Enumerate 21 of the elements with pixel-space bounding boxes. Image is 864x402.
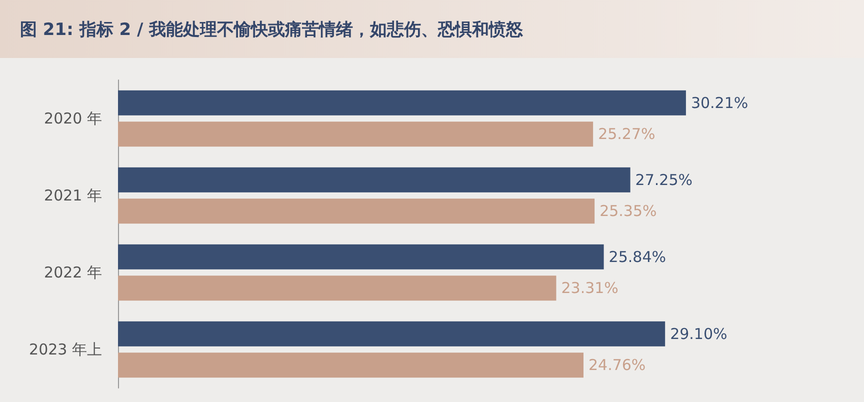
bar	[118, 167, 630, 192]
bar	[118, 276, 556, 301]
y-tick-label: 2020 年	[44, 110, 102, 128]
chart-title: 图 21: 指标 2 / 我能处理不愉快或痛苦情绪，如悲伤、恐惧和愤怒	[0, 0, 864, 58]
y-tick-label: 2023 年上	[29, 340, 102, 358]
bar	[118, 90, 686, 116]
data-label: 25.27%	[598, 125, 656, 144]
data-label: 29.10%	[670, 324, 728, 343]
bar	[118, 244, 604, 270]
data-label: 30.21%	[690, 94, 748, 112]
y-tick-label: 2022 年	[44, 264, 102, 282]
data-label: 24.76%	[588, 356, 646, 374]
bar	[118, 321, 666, 346]
bar	[118, 122, 594, 147]
data-label: 23.31%	[561, 279, 618, 298]
bar	[118, 352, 584, 378]
data-label: 25.35%	[600, 202, 657, 220]
data-label: 25.84%	[608, 248, 666, 266]
bar	[118, 198, 595, 224]
y-tick-label: 2021 年	[44, 186, 102, 204]
data-label: 27.25%	[635, 170, 693, 189]
